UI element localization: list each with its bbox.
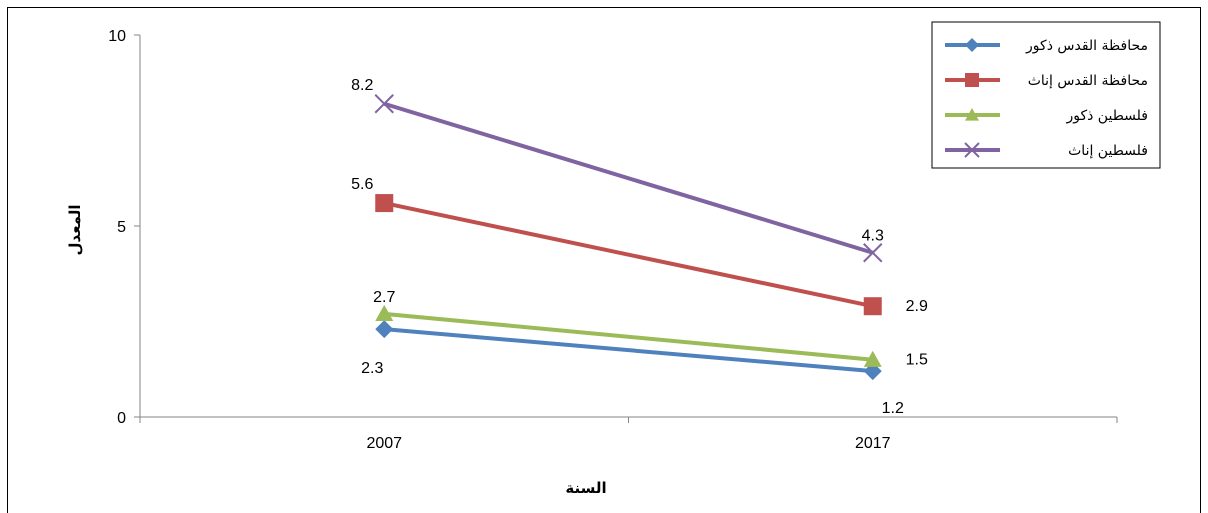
series-marker	[375, 320, 394, 339]
data-label: 1.5	[906, 352, 928, 369]
axes: 0 5 10 2007 2017	[108, 28, 1118, 452]
legend-label: فلسطين إناث	[1068, 143, 1148, 159]
data-label: 8.2	[351, 77, 373, 94]
x-tick-label: 2007	[366, 435, 402, 452]
data-label: 2.7	[373, 289, 395, 306]
legend-label: محافظة القدس إناث	[1028, 73, 1148, 89]
series-marker	[863, 350, 882, 367]
data-label: 4.3	[862, 228, 884, 245]
series-line	[384, 311, 873, 362]
legend-item: محافظة القدس ذكور	[945, 38, 1148, 54]
series-marker	[375, 194, 394, 213]
data-label: 1.2	[882, 400, 904, 417]
series-marker	[965, 108, 979, 121]
data-labels: 2.3 1.2 5.6 2.9 2.7 1.5 8.2 4.3	[351, 77, 928, 417]
series-2	[375, 194, 882, 316]
legend-label: محافظة القدس ذكور	[1025, 38, 1148, 54]
series-marker	[374, 94, 394, 114]
series-marker	[863, 243, 883, 263]
legend-item: فلسطين إناث	[945, 142, 1148, 159]
series-marker	[965, 38, 979, 52]
series-marker	[964, 142, 980, 158]
data-label: 2.3	[361, 360, 383, 377]
series-4	[374, 94, 883, 263]
legend-label: فلسطين ذكور	[1065, 108, 1148, 124]
y-axis-title: المعدل	[66, 205, 84, 256]
series-3	[375, 304, 882, 367]
x-tick-label: 2017	[855, 435, 891, 452]
series-1	[375, 320, 882, 381]
y-tick-label: 5	[117, 219, 126, 236]
chart-frame	[7, 7, 1201, 513]
legend-item: محافظة القدس إناث	[945, 73, 1148, 89]
y-tick-label: 10	[108, 28, 126, 45]
series-line	[383, 201, 874, 309]
y-tick-label: 0	[117, 410, 126, 427]
data-label: 2.9	[906, 298, 928, 315]
series-marker	[965, 73, 979, 87]
series-marker	[863, 297, 882, 316]
data-label: 5.6	[351, 176, 373, 193]
series-layer	[374, 94, 883, 381]
series-line	[383, 101, 874, 255]
legend: محافظة القدس ذكور محافظة القدس إناث فلسطين…	[931, 21, 1161, 169]
x-axis-title: السنة	[565, 479, 606, 497]
series-marker	[375, 304, 394, 322]
series-line	[384, 327, 873, 374]
legend-item: فلسطين ذكور	[945, 108, 1148, 124]
